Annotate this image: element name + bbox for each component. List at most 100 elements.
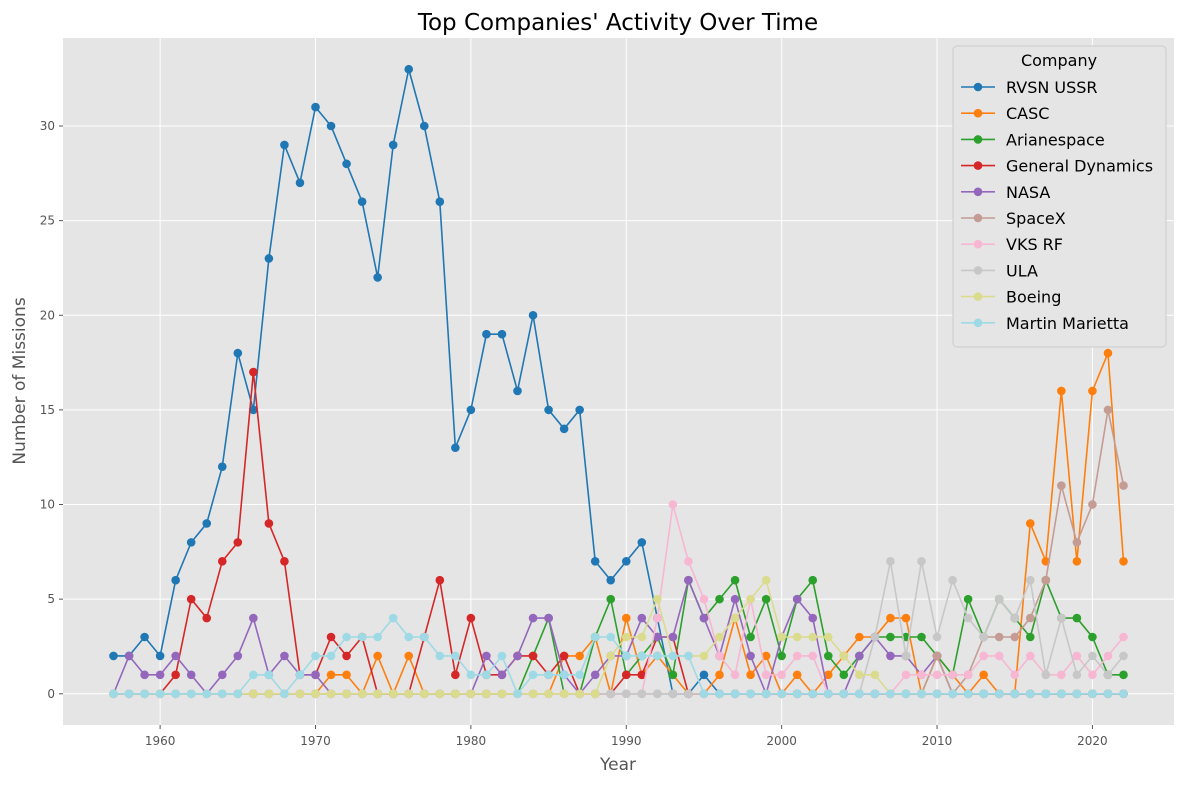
data-point-vks-rf (979, 651, 988, 661)
data-point-martin-marietta (653, 651, 662, 661)
data-point-martin-marietta (264, 670, 274, 680)
data-point-casc (621, 613, 631, 623)
legend-item-general-dynamics: General Dynamics (961, 157, 1153, 176)
data-point-rvsn-ussr (155, 651, 165, 661)
data-point-vks-rf (1072, 651, 1082, 661)
data-point-rvsn-ussr (326, 121, 336, 131)
data-point-nasa (886, 651, 895, 661)
y-tick-label: 25 (40, 214, 55, 228)
data-point-nasa (482, 651, 491, 661)
data-point-vks-rf (948, 670, 957, 680)
data-point-rvsn-ussr (544, 405, 553, 415)
data-point-martin-marietta (792, 689, 802, 699)
data-point-ula (979, 632, 988, 642)
data-point-martin-marietta (513, 689, 522, 699)
chart-title: Top Companies' Activity Over Time (417, 10, 818, 36)
legend-marker-arianespace (973, 135, 983, 144)
data-point-boeing (792, 632, 802, 642)
data-point-martin-marietta (124, 689, 134, 699)
data-point-boeing (653, 594, 662, 604)
data-point-martin-marietta (342, 632, 351, 642)
data-point-nasa (497, 670, 507, 680)
data-point-spacex (994, 632, 1004, 642)
data-point-martin-marietta (1072, 689, 1082, 699)
data-point-martin-marietta (823, 689, 833, 699)
series-layer (109, 64, 1128, 699)
data-point-ula (948, 575, 957, 585)
data-point-casc (575, 651, 584, 661)
data-point-rvsn-ussr (466, 405, 476, 415)
data-point-general-dynamics (528, 651, 538, 661)
data-point-nasa (590, 670, 600, 680)
legend-marker-rvsn-ussr (973, 82, 983, 92)
data-point-martin-marietta (528, 670, 538, 680)
data-point-general-dynamics (326, 632, 336, 642)
data-point-martin-marietta (590, 632, 600, 642)
data-point-nasa (233, 651, 243, 661)
data-point-ula (684, 689, 693, 699)
legend-item-spacex: SpaceX (961, 209, 1066, 228)
data-point-spacex (1041, 575, 1051, 585)
data-point-rvsn-ussr (528, 310, 538, 320)
legend-marker-martin-marietta (973, 318, 983, 328)
data-point-arianespace (606, 594, 616, 604)
data-point-rvsn-ussr (233, 348, 243, 358)
data-point-martin-marietta (808, 689, 818, 699)
data-point-ula (870, 632, 880, 642)
data-point-martin-marietta (979, 689, 988, 699)
data-point-rvsn-ussr (637, 538, 647, 547)
data-point-martin-marietta (932, 689, 942, 699)
data-point-martin-marietta (1057, 689, 1066, 699)
data-point-nasa (637, 613, 647, 623)
data-point-general-dynamics (202, 613, 212, 623)
data-point-spacex (1103, 405, 1113, 415)
legend-marker-nasa (973, 187, 983, 197)
data-point-martin-marietta (1010, 689, 1020, 699)
data-point-boeing (777, 632, 786, 642)
data-point-rvsn-ussr (606, 575, 616, 585)
data-point-boeing (855, 670, 864, 680)
data-point-vks-rf (761, 670, 771, 680)
data-point-martin-marietta (435, 651, 445, 661)
data-point-nasa (746, 651, 755, 661)
data-point-nasa (668, 632, 678, 642)
legend-box (952, 45, 1167, 348)
data-point-martin-marietta (963, 689, 973, 699)
data-point-nasa (311, 670, 320, 680)
data-point-ula (1072, 670, 1082, 680)
data-point-martin-marietta (901, 689, 911, 699)
data-point-ula (886, 556, 895, 566)
data-point-arianespace (715, 594, 724, 604)
data-point-casc (326, 670, 336, 680)
data-point-rvsn-ussr (217, 462, 227, 471)
data-point-vks-rf (963, 670, 973, 680)
legend-label-general-dynamics: General Dynamics (1006, 157, 1153, 176)
data-point-rvsn-ussr (404, 64, 414, 74)
data-point-boeing (746, 594, 755, 604)
data-point-casc (373, 651, 382, 661)
data-point-martin-marietta (186, 689, 196, 699)
legend-label-casc: CASC (1006, 104, 1049, 123)
data-point-martin-marietta (466, 670, 476, 680)
data-point-vks-rf (777, 670, 786, 680)
data-point-rvsn-ussr (435, 197, 445, 207)
data-point-casc (1088, 386, 1097, 396)
data-point-arianespace (839, 670, 849, 680)
data-point-martin-marietta (668, 651, 678, 661)
data-point-boeing (761, 575, 771, 585)
x-tick-label: 1970 (300, 734, 331, 748)
legend-label-martin-marietta: Martin Marietta (1006, 314, 1129, 333)
data-point-rvsn-ussr (497, 329, 507, 339)
legend-label-boeing: Boeing (1006, 288, 1061, 307)
data-point-nasa (699, 613, 709, 623)
legend-marker-ula (973, 266, 983, 275)
data-point-boeing (839, 651, 849, 661)
data-point-ula (963, 613, 973, 623)
data-point-casc (1057, 386, 1066, 396)
data-point-martin-marietta (606, 632, 616, 642)
data-point-ula (1041, 670, 1051, 680)
data-point-vks-rf (792, 651, 802, 661)
data-point-casc (1119, 556, 1128, 566)
data-point-martin-marietta (249, 670, 258, 680)
